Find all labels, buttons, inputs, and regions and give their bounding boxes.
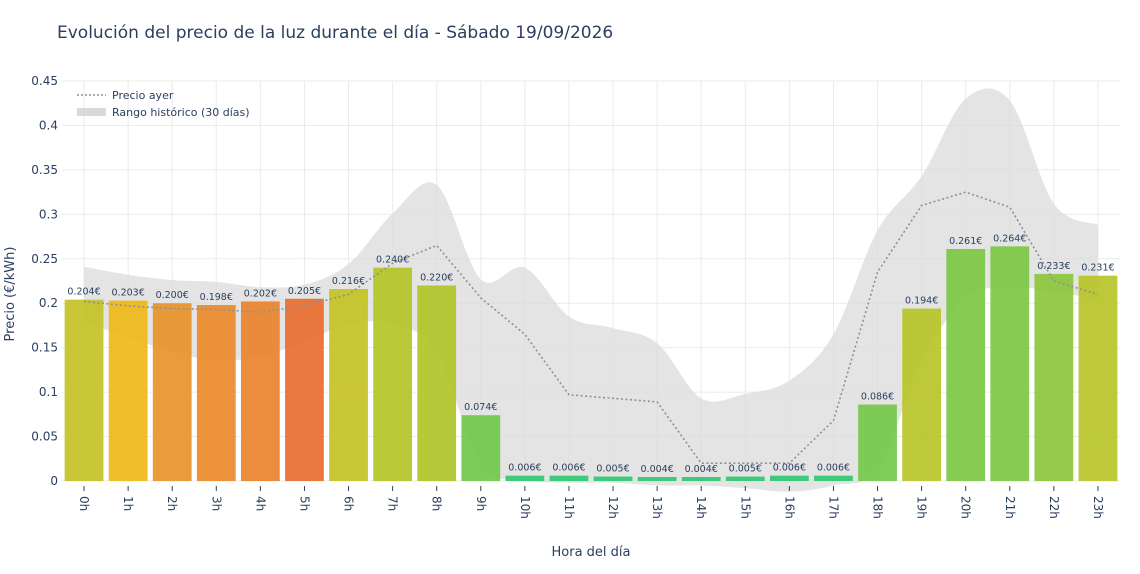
x-tick-label: 19h bbox=[915, 496, 929, 519]
price-bar bbox=[549, 475, 589, 481]
legend-range-swatch bbox=[77, 108, 106, 116]
bar-value-label: 0.074€ bbox=[464, 402, 497, 413]
x-tick-label: 1h bbox=[121, 496, 135, 511]
y-tick-label: 0 bbox=[50, 474, 58, 488]
bar-value-label: 0.198€ bbox=[200, 292, 233, 303]
price-bar bbox=[858, 404, 897, 481]
price-bar bbox=[902, 308, 942, 481]
price-bar bbox=[814, 475, 853, 481]
x-tick-label: 12h bbox=[606, 496, 620, 519]
bar-value-label: 0.202€ bbox=[244, 288, 277, 299]
price-bar bbox=[505, 475, 545, 481]
x-tick-label: 10h bbox=[518, 496, 532, 519]
price-bar bbox=[769, 475, 809, 481]
legend-range-label: Rango histórico (30 días) bbox=[112, 106, 250, 119]
yesterday-line-layer bbox=[83, 191, 1099, 465]
bar-value-label: 0.006€ bbox=[817, 463, 850, 474]
bar-value-label: 0.005€ bbox=[596, 464, 629, 475]
bar-value-label: 0.220€ bbox=[420, 272, 453, 283]
x-tick-label: 15h bbox=[738, 496, 752, 519]
axis-layer: 0 0.05 0.1 0.15 0.2 0.25 0.3 0.35 0.4 0.45 0h 1h 2h 3… bbox=[31, 74, 1105, 519]
y-tick-label: 0.05 bbox=[31, 430, 58, 444]
bar-value-label: 0.264€ bbox=[993, 233, 1026, 244]
price-bar bbox=[64, 299, 104, 481]
x-tick-label: 5h bbox=[297, 496, 311, 511]
x-tick-label: 20h bbox=[959, 496, 973, 519]
bar-value-label: 0.004€ bbox=[641, 464, 674, 475]
x-tick-label: 16h bbox=[782, 496, 796, 519]
historic-range-band bbox=[84, 88, 1098, 492]
price-bar bbox=[1034, 273, 1074, 481]
price-bar bbox=[417, 285, 457, 481]
price-bar bbox=[946, 249, 986, 481]
y-tick-label: 0.15 bbox=[31, 341, 58, 355]
bar-value-label: 0.204€ bbox=[67, 287, 100, 298]
price-bar bbox=[681, 477, 721, 481]
price-bar bbox=[196, 305, 236, 481]
x-tick-label: 14h bbox=[694, 496, 708, 519]
chart-title: Evolución del precio de la luz durante e… bbox=[57, 23, 613, 43]
historic-range-band-layer bbox=[84, 88, 1098, 492]
y-axis-label: Precio (€/kWh) bbox=[3, 247, 18, 342]
x-tick-label: 23h bbox=[1091, 496, 1105, 519]
x-tick-label: 3h bbox=[209, 496, 223, 511]
bar-value-label: 0.231€ bbox=[1081, 263, 1114, 274]
bar-layer bbox=[64, 246, 1118, 481]
price-bar bbox=[285, 298, 324, 481]
bar-value-label: 0.216€ bbox=[332, 276, 365, 287]
y-tick-label: 0.45 bbox=[31, 74, 58, 88]
bar-value-label: 0.240€ bbox=[376, 255, 409, 266]
legend: Precio ayer Rango histórico (30 días) bbox=[77, 89, 250, 119]
price-bar bbox=[240, 301, 280, 481]
bar-label-layer: 0.204€ 0.203€ 0.200€ 0.198€ 0.202€ 0.205€ 0.21… bbox=[67, 233, 1114, 475]
x-tick-label: 0h bbox=[77, 496, 91, 511]
bar-value-label: 0.006€ bbox=[508, 463, 541, 474]
x-tick-label: 4h bbox=[253, 496, 267, 511]
y-tick-label: 0.3 bbox=[39, 207, 58, 221]
bar-value-label: 0.205€ bbox=[288, 286, 321, 297]
y-tick-label: 0.25 bbox=[31, 252, 58, 266]
legend-yesterday-label: Precio ayer bbox=[112, 89, 174, 102]
x-tick-label: 13h bbox=[650, 496, 664, 519]
bar-value-label: 0.233€ bbox=[1037, 261, 1070, 272]
price-bar bbox=[108, 300, 148, 481]
price-bar bbox=[990, 246, 1030, 481]
bar-value-label: 0.203€ bbox=[112, 288, 145, 299]
price-bar bbox=[329, 289, 368, 481]
bar-value-label: 0.004€ bbox=[685, 464, 718, 475]
x-tick-label: 8h bbox=[430, 496, 444, 511]
bar-value-label: 0.006€ bbox=[773, 463, 806, 474]
price-bar bbox=[373, 267, 413, 481]
bar-value-label: 0.194€ bbox=[905, 296, 938, 307]
x-tick-label: 21h bbox=[1003, 496, 1017, 519]
x-tick-label: 6h bbox=[342, 496, 356, 511]
price-bar bbox=[725, 476, 765, 481]
price-bar bbox=[593, 476, 633, 481]
x-tick-label: 9h bbox=[474, 496, 488, 511]
y-tick-label: 0.4 bbox=[39, 118, 58, 132]
x-tick-label: 7h bbox=[386, 496, 400, 511]
x-tick-label: 11h bbox=[562, 496, 576, 519]
bar-value-label: 0.006€ bbox=[552, 463, 585, 474]
price-bar bbox=[152, 303, 192, 481]
price-bar bbox=[637, 477, 677, 481]
x-axis-label: Hora del día bbox=[552, 545, 631, 560]
x-tick-label: 22h bbox=[1047, 496, 1061, 519]
price-bar bbox=[1078, 275, 1118, 481]
x-tick-label: 18h bbox=[871, 496, 885, 519]
price-bar bbox=[461, 415, 501, 481]
bar-value-label: 0.200€ bbox=[156, 290, 189, 301]
y-tick-label: 0.35 bbox=[31, 163, 58, 177]
yesterday-price-line bbox=[83, 191, 1099, 465]
x-tick-label: 2h bbox=[165, 496, 179, 511]
y-tick-label: 0.1 bbox=[39, 385, 58, 399]
bar-value-label: 0.261€ bbox=[949, 236, 982, 247]
bar-value-label: 0.086€ bbox=[861, 392, 894, 403]
bar-value-label: 0.005€ bbox=[729, 464, 762, 475]
y-tick-label: 0.2 bbox=[39, 296, 58, 310]
x-tick-label: 17h bbox=[826, 496, 840, 519]
